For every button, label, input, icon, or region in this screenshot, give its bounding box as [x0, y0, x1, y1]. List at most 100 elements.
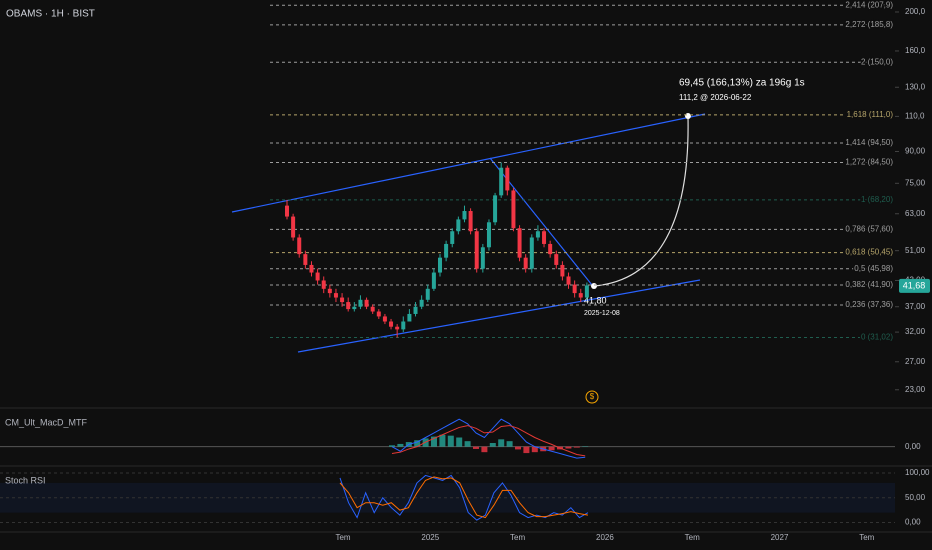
candle-body	[511, 190, 516, 229]
candle-body	[358, 299, 363, 307]
fib-label: 2,272 (185,8)	[845, 20, 893, 29]
histogram-bar	[481, 446, 488, 453]
histogram-bar	[573, 446, 580, 448]
candle-body	[468, 211, 473, 232]
histogram-bar	[523, 446, 530, 454]
candle-body	[413, 306, 418, 314]
target-sub: 111,2 @ 2026-06-22	[679, 93, 752, 102]
candle-body	[548, 243, 553, 255]
candle-body	[285, 205, 289, 217]
low-label: 41,80	[584, 295, 607, 305]
candle-body	[450, 231, 455, 244]
fib-label: 2 (150,0)	[861, 57, 893, 66]
histogram-bar	[447, 435, 454, 447]
histogram-bar	[515, 446, 521, 450]
histogram-bar	[506, 441, 513, 447]
candle-body	[333, 293, 338, 298]
histogram-bar	[489, 443, 496, 447]
candle-body	[456, 219, 461, 232]
candle-body	[395, 326, 400, 330]
dividend-icon-symbol: $	[590, 392, 595, 401]
candle-body	[382, 316, 387, 322]
fib-label: 1,414 (94,50)	[845, 138, 893, 147]
histogram-bar	[439, 434, 446, 447]
macd-line	[391, 425, 586, 457]
candle-body	[578, 293, 583, 298]
histogram-bar	[389, 445, 395, 447]
target-label: 69,45 (166,13%) za 196g 1s	[679, 78, 805, 89]
fib-label: 0,618 (50,45)	[845, 248, 893, 257]
candle-body	[438, 257, 442, 273]
x-tick-label: 2026	[596, 533, 614, 542]
fib-label: 1,618 (111,0)	[847, 110, 894, 119]
y-tick-label: 0,00	[905, 442, 921, 451]
x-tick-label: Tem	[510, 533, 525, 542]
histogram-bar	[414, 440, 421, 447]
candle-body	[486, 222, 491, 248]
candle-body	[584, 285, 589, 298]
candle-body	[346, 302, 351, 310]
candle-body	[444, 243, 449, 258]
histogram-bar	[456, 437, 463, 447]
candle-body	[523, 257, 528, 269]
candle-body	[474, 231, 479, 269]
candle-body	[340, 297, 345, 303]
histogram-bar	[464, 441, 471, 447]
y-tick-label: 130,0	[905, 82, 926, 91]
y-tick-label: 23,00	[905, 385, 926, 394]
candle-body	[407, 313, 412, 322]
fib-label: 1 (68,20)	[861, 195, 893, 204]
candle-body	[517, 228, 522, 258]
histogram-bar	[531, 446, 538, 453]
candle-body	[480, 247, 485, 269]
low-date: 2025-12-08	[584, 310, 620, 317]
candle-body	[572, 284, 577, 294]
y-tick-label: 110,0	[905, 112, 925, 121]
x-tick-label: 2027	[771, 533, 789, 542]
candle-body	[419, 299, 424, 307]
histogram-bar	[431, 436, 437, 447]
projection-arc	[593, 116, 689, 287]
candle-body	[401, 321, 406, 330]
candle-body	[542, 231, 547, 244]
histogram-bar	[397, 443, 404, 447]
chart-title: OBAMS · 1H · BIST	[6, 9, 95, 20]
channel-line	[297, 279, 701, 353]
y-tick-label: 75,00	[905, 178, 926, 187]
candle-body	[376, 311, 381, 317]
x-tick-label: Tem	[859, 533, 874, 542]
y-tick-label: 63,00	[905, 209, 926, 218]
y-tick-label: 51,00	[905, 246, 926, 255]
candle-body	[327, 288, 332, 294]
candle-body	[309, 264, 314, 273]
candle-body	[389, 321, 394, 327]
last-price-label: 41,68	[903, 280, 926, 290]
last-price-badge	[899, 278, 930, 293]
channel-line	[231, 113, 706, 213]
dividend-icon	[585, 390, 599, 404]
candle-body	[462, 211, 467, 220]
y-tick-label: 50,00	[905, 493, 926, 502]
candle-body	[321, 280, 326, 289]
y-tick-label: 37,00	[905, 302, 926, 311]
candle-body	[431, 272, 436, 289]
fib-label: 0,5 (45,98)	[854, 264, 893, 273]
projection-point	[685, 113, 691, 119]
candle-body	[315, 272, 320, 281]
histogram-bar	[548, 446, 555, 451]
fib-label: 0,236 (37,36)	[845, 300, 893, 309]
candle-body	[370, 306, 375, 312]
y-tick-label: 100,00	[905, 468, 930, 477]
histogram-bar	[498, 439, 505, 447]
candle-body	[352, 306, 357, 310]
y-tick-label: 27,00	[905, 357, 926, 366]
histogram-bar	[473, 446, 479, 449]
candle-body	[297, 237, 302, 255]
candle-body	[499, 167, 504, 196]
x-tick-label: Tem	[685, 533, 700, 542]
candle-body	[529, 237, 534, 269]
indicator-title: CM_Ult_MacD_MTF	[5, 417, 88, 427]
candle-body	[425, 288, 430, 300]
